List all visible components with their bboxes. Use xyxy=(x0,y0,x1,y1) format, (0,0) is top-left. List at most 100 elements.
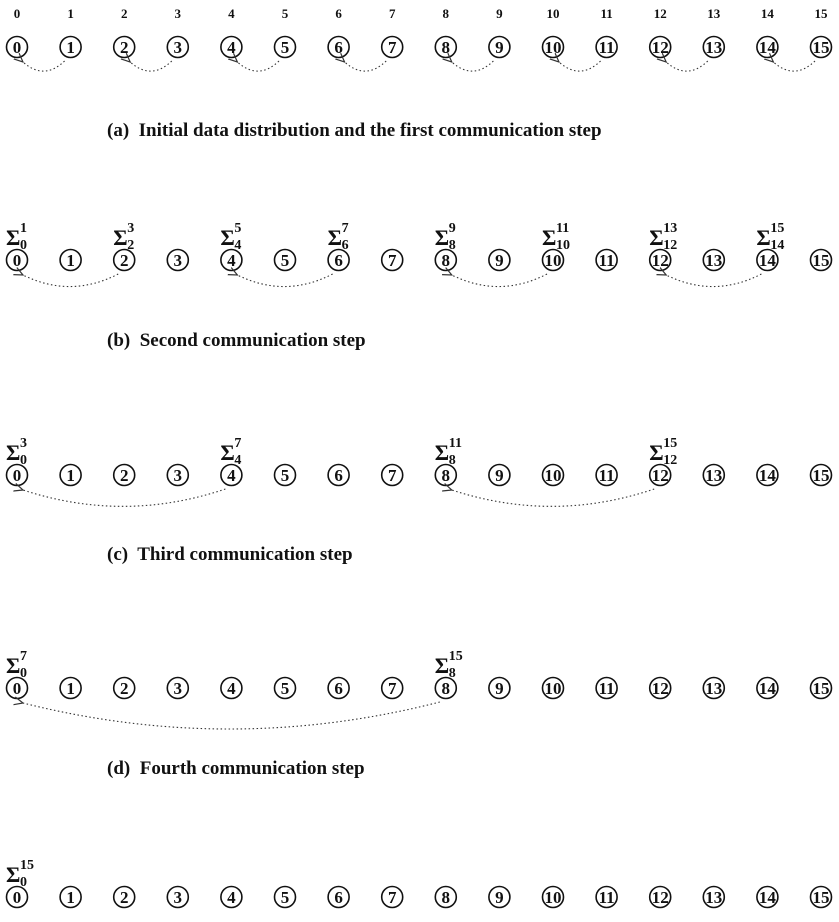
node-label: 5 xyxy=(281,38,290,57)
node-label: 5 xyxy=(281,251,290,270)
header-index-label: 0 xyxy=(14,6,21,21)
stage-caption: (d) Fourth communication step xyxy=(107,758,365,779)
processor-node: 11 xyxy=(595,35,618,59)
node-circle xyxy=(273,885,297,909)
processor-node: 8 xyxy=(434,463,458,487)
processor-node: 8 xyxy=(434,885,458,909)
node-label: 6 xyxy=(334,251,343,270)
node-circle xyxy=(595,35,618,59)
sum-lower-index: 8 xyxy=(449,238,456,253)
processor-node: 14 xyxy=(756,248,779,272)
processor-node: 8 xyxy=(434,676,458,700)
partial-sum-label: Σ 13 12 xyxy=(649,221,677,253)
node-index-header: 0 1 2 3 4 5 6 7 8 9 10 11 12 13 14 15 xyxy=(14,6,828,21)
sum-symbol: Σ xyxy=(6,225,20,250)
sum-symbol: Σ xyxy=(220,225,234,250)
node-label: 11 xyxy=(599,251,615,270)
stage-4: 0 1 2 3 4 5 6 7 8 9 10 11 12 13 14 15Σ 70 Σ 158(d) Fourth … xyxy=(5,649,833,779)
node-label: 15 xyxy=(813,679,830,698)
communication-arrow xyxy=(452,61,494,72)
sum-lower-index: 8 xyxy=(449,666,456,681)
node-circle xyxy=(273,248,297,272)
node-circle xyxy=(648,676,672,700)
processor-node: 14 xyxy=(756,35,779,59)
processor-node: 3 xyxy=(166,885,190,909)
partial-sum-label: Σ 1 0 xyxy=(6,221,27,253)
sum-upper-index: 5 xyxy=(234,221,241,236)
processor-node: 12 xyxy=(648,248,672,272)
node-circle xyxy=(702,248,726,272)
header-index-label: 9 xyxy=(496,6,503,21)
sum-lower-index: 2 xyxy=(127,238,134,253)
processor-node: 14 xyxy=(756,676,779,700)
node-circle xyxy=(541,248,565,272)
sum-symbol: Σ xyxy=(649,225,663,250)
stage-caption: (c) Third communication step xyxy=(107,544,353,565)
node-circle xyxy=(809,248,833,272)
sum-symbol: Σ xyxy=(6,653,20,678)
processor-node: 12 xyxy=(648,35,672,59)
processor-node: 14 xyxy=(756,885,779,909)
node-circle xyxy=(59,248,82,272)
stage-5: 0 1 2 3 4 5 6 7 8 9 10 11 12 13 14 15Σ 150 xyxy=(5,858,833,909)
node-label: 10 xyxy=(545,251,562,270)
node-label: 8 xyxy=(442,679,451,698)
sum-lower-index: 8 xyxy=(449,453,456,468)
node-label: 7 xyxy=(388,888,397,907)
partial-sum-label: Σ 15 12 xyxy=(649,436,677,468)
node-label: 9 xyxy=(495,888,504,907)
processor-node: 8 xyxy=(434,35,458,59)
partial-sum-label: Σ 15 0 xyxy=(6,858,34,890)
processor-node: 7 xyxy=(380,885,404,909)
node-label: 9 xyxy=(495,679,504,698)
node-circle xyxy=(488,463,511,487)
node-label: 12 xyxy=(652,679,669,698)
communication-arrow xyxy=(237,61,280,72)
sum-symbol: Σ xyxy=(6,862,20,887)
node-circle xyxy=(595,676,618,700)
header-index-label: 1 xyxy=(67,6,74,21)
processor-node: 2 xyxy=(112,463,136,487)
processor-node: 2 xyxy=(112,885,136,909)
node-circle xyxy=(488,676,511,700)
sum-symbol: Σ xyxy=(542,225,556,250)
processor-node: 15 xyxy=(809,248,833,272)
sum-lower-index: 12 xyxy=(663,238,677,253)
node-circle xyxy=(541,676,565,700)
node-circle xyxy=(327,885,350,909)
processor-node: 2 xyxy=(112,248,136,272)
node-label: 8 xyxy=(442,38,451,57)
node-circle xyxy=(541,463,565,487)
processor-node: 11 xyxy=(595,885,618,909)
processor-node: 6 xyxy=(327,248,350,272)
processor-node: 13 xyxy=(702,885,726,909)
header-index-label: 4 xyxy=(228,6,235,21)
node-circle xyxy=(809,676,833,700)
processor-node: 1 xyxy=(59,35,82,59)
node-circle xyxy=(59,463,82,487)
node-label: 3 xyxy=(174,251,183,270)
sum-upper-index: 9 xyxy=(449,221,456,236)
node-label: 11 xyxy=(599,888,615,907)
communication-arrow xyxy=(452,274,548,288)
node-circle xyxy=(59,885,82,909)
processor-node: 1 xyxy=(59,676,82,700)
node-circle xyxy=(59,35,82,59)
processor-node: 7 xyxy=(380,35,404,59)
communication-arrow xyxy=(130,61,173,72)
sum-upper-index: 1 xyxy=(20,221,27,236)
communication-arrow xyxy=(452,489,655,507)
node-label: 13 xyxy=(705,888,722,907)
stage-caption: (b) Second communication step xyxy=(107,330,366,351)
processor-node: 5 xyxy=(273,463,297,487)
node-label: 8 xyxy=(442,466,451,485)
header-index-label: 3 xyxy=(175,6,182,21)
node-label: 15 xyxy=(813,38,830,57)
partial-sum-label: Σ 5 4 xyxy=(220,221,241,253)
node-circle xyxy=(488,885,511,909)
node-label: 4 xyxy=(227,888,236,907)
processor-node: 1 xyxy=(59,463,82,487)
node-circle xyxy=(112,463,136,487)
node-label: 2 xyxy=(120,679,129,698)
